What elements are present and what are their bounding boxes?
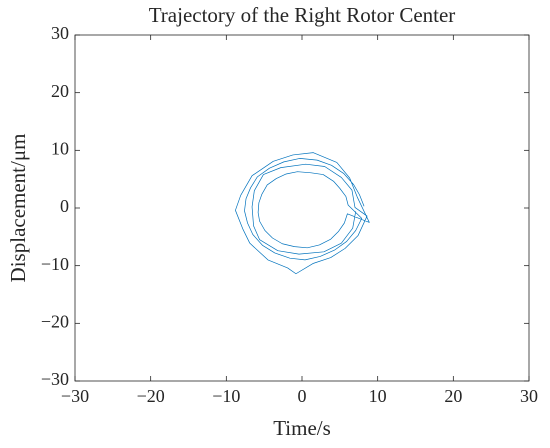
x-tick-label: −10 — [212, 386, 240, 406]
x-tick-label: 10 — [369, 386, 387, 406]
y-tick-label: −30 — [41, 369, 69, 389]
y-tick-label: 10 — [51, 138, 69, 158]
y-tick-label: −20 — [41, 311, 69, 331]
x-tick-label: −30 — [61, 386, 89, 406]
y-tick-label: 30 — [51, 23, 69, 43]
y-tick-label: 20 — [51, 81, 69, 101]
x-tick-label: 0 — [298, 386, 307, 406]
y-axis-label: Displacement/μm — [6, 134, 30, 283]
y-tick-label: 0 — [60, 196, 69, 216]
x-axis-label: Time/s — [273, 416, 331, 440]
chart-title: Trajectory of the Right Rotor Center — [149, 3, 456, 27]
x-tick-label: −20 — [137, 386, 165, 406]
y-tick-label: −10 — [41, 254, 69, 274]
x-tick-label: 20 — [444, 386, 462, 406]
plot-frame — [74, 34, 530, 382]
x-tick-label: 30 — [520, 386, 538, 406]
trajectory-line — [235, 152, 370, 275]
